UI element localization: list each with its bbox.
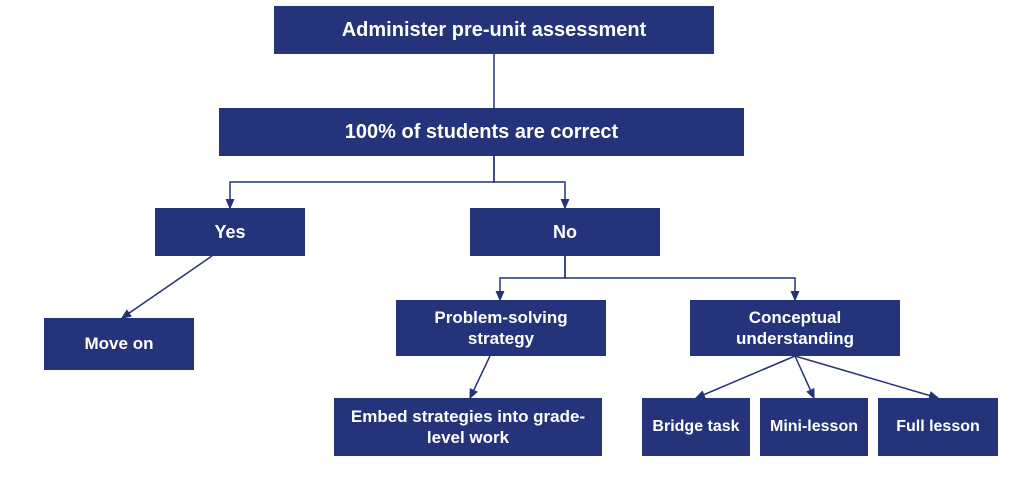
- edge-n7-n11: [795, 356, 938, 398]
- edge-n3-n5: [122, 256, 212, 318]
- flowchart-node-n4: No: [470, 208, 660, 256]
- flowchart-node-n9: Bridge task: [642, 398, 750, 456]
- flowchart-node-n6: Problem-solving strategy: [396, 300, 606, 356]
- flowchart-node-n7: Conceptual understanding: [690, 300, 900, 356]
- edge-n6-n8: [470, 356, 490, 398]
- flowchart-node-n1: Administer pre-unit assessment: [274, 6, 714, 54]
- edge-n7-n9: [696, 356, 795, 398]
- edge-n4-n6: [500, 256, 565, 300]
- flowchart-node-n5: Move on: [44, 318, 194, 370]
- edge-n2-n4: [494, 156, 565, 208]
- flowchart-node-n3: Yes: [155, 208, 305, 256]
- flowchart-node-n10: Mini-lesson: [760, 398, 868, 456]
- edge-n7-n10: [795, 356, 814, 398]
- edge-n2-n3: [230, 156, 494, 208]
- flowchart-node-n2: 100% of students are correct: [219, 108, 744, 156]
- flowchart-node-n8: Embed strategies into grade-level work: [334, 398, 602, 456]
- edge-n4-n7: [565, 256, 795, 300]
- flowchart-node-n11: Full lesson: [878, 398, 998, 456]
